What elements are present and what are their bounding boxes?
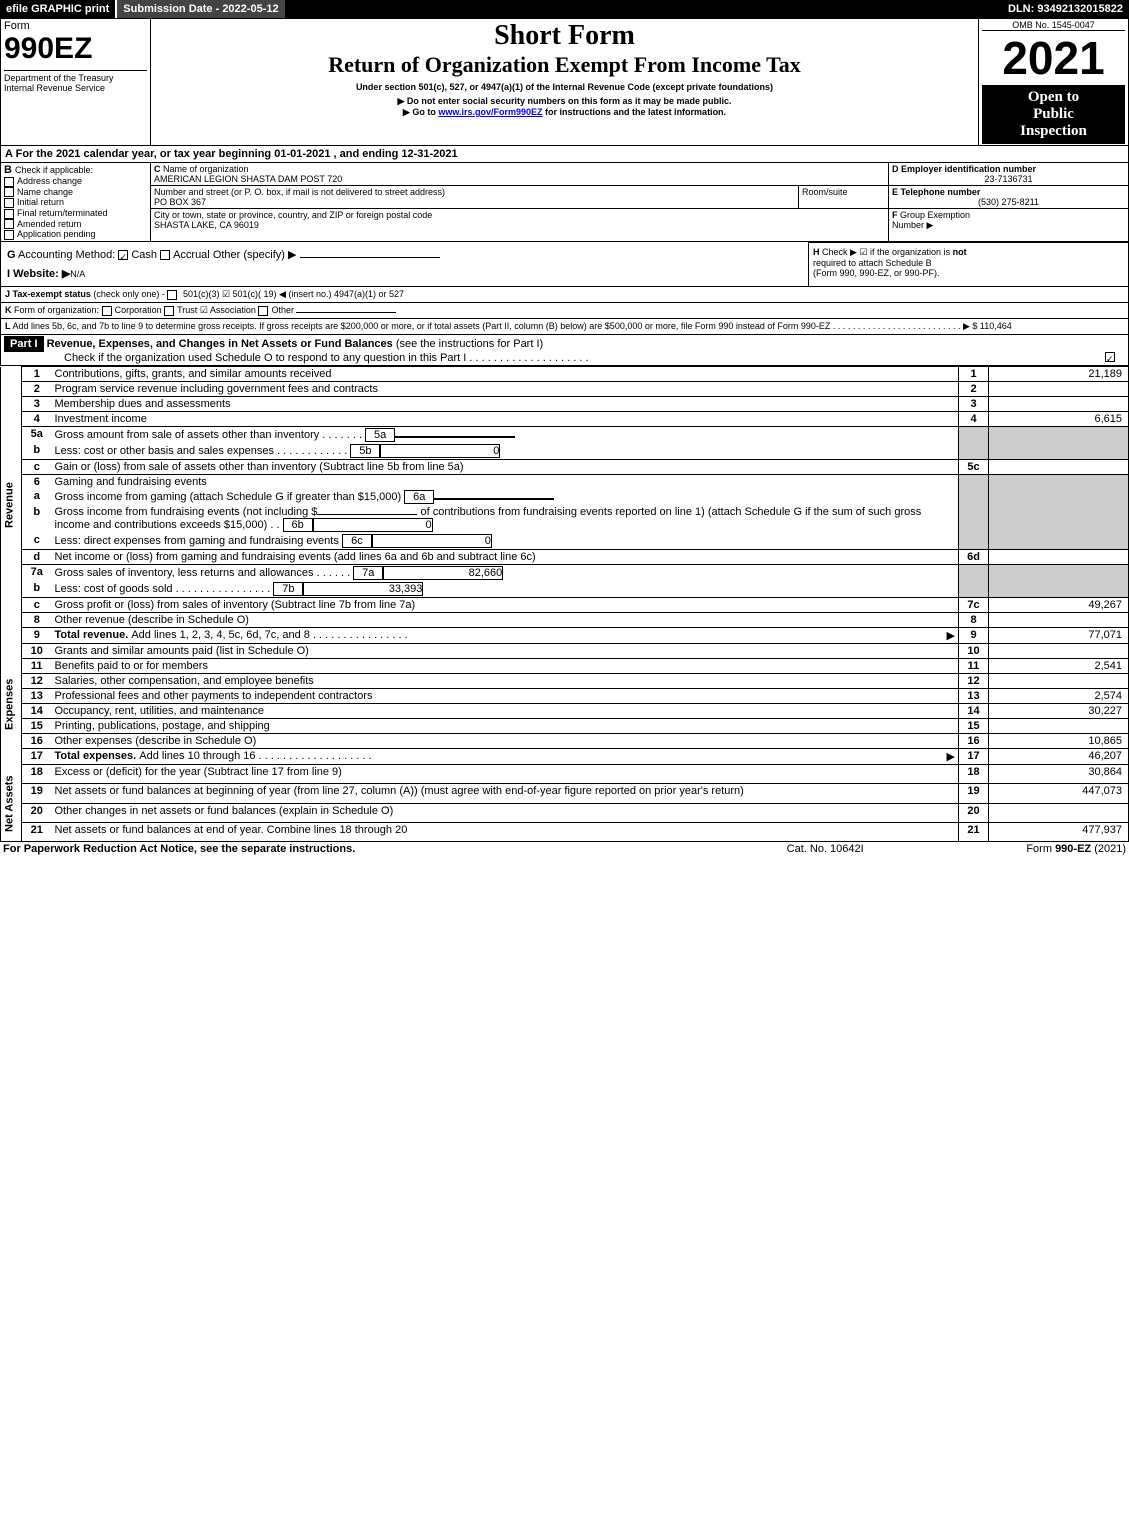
section-i: I Website: ▶N/A: [7, 267, 802, 280]
form-header: Form 990EZ Department of the Treasury In…: [0, 18, 1129, 146]
addr-val: PO BOX 367: [154, 197, 795, 207]
form-ref: Form 990-EZ (2021): [911, 842, 1129, 856]
entity-section: B Check if applicable: Address change Na…: [0, 163, 1129, 242]
under-section: Under section 501(c), 527, or 4947(a)(1)…: [154, 82, 975, 92]
part1-label: Part I: [4, 336, 44, 352]
section-k: K Form of organization: Corporation Trus…: [0, 303, 1129, 319]
line-4-val: 6,615: [989, 412, 1129, 427]
financial-lines: Revenue 1Contributions, gifts, grants, a…: [0, 366, 1129, 842]
line-1-val: 21,189: [989, 367, 1129, 382]
chk-pending[interactable]: Application pending: [4, 229, 147, 240]
section-g: G Accounting Method: Cash Accrual Other …: [7, 248, 802, 261]
submission-date: Submission Date - 2022-05-12: [115, 0, 284, 18]
dept-treasury: Department of the Treasury: [4, 70, 147, 83]
tax-year: 2021: [982, 31, 1125, 85]
line-16-val: 10,865: [989, 734, 1129, 749]
irs-label: Internal Revenue Service: [4, 83, 147, 93]
chk-final-return[interactable]: Final return/terminated: [4, 208, 147, 219]
line-9-val: 77,071: [989, 628, 1129, 644]
section-j: J Tax-exempt status (check only one) - 5…: [0, 287, 1129, 303]
section-f2: Number ▶: [892, 220, 1125, 231]
section-e-label: E Telephone number: [892, 187, 1125, 197]
form-word: Form: [4, 20, 147, 32]
line-13-val: 2,574: [989, 689, 1129, 704]
omb-number: OMB No. 1545-0047: [982, 20, 1125, 31]
org-name: AMERICAN LEGION SHASTA DAM POST 720: [154, 174, 885, 184]
line-7c-val: 49,267: [989, 598, 1129, 613]
chk-cash[interactable]: [118, 250, 128, 260]
line-7b-val: 33,393: [303, 582, 423, 596]
irs-link[interactable]: www.irs.gov/Form990EZ: [438, 107, 542, 117]
short-form-title: Short Form: [154, 20, 975, 52]
cat-number: Cat. No. 10642I: [739, 842, 910, 856]
chk-address-change[interactable]: Address change: [4, 176, 147, 187]
line-11-val: 2,541: [989, 659, 1129, 674]
addr-label: Number and street (or P. O. box, if mail…: [154, 187, 795, 197]
line-17-val: 46,207: [989, 749, 1129, 765]
city-label: City or town, state or province, country…: [154, 210, 885, 220]
line-21-val: 477,937: [989, 822, 1129, 841]
line-14-val: 30,227: [989, 704, 1129, 719]
line-5b-val: 0: [380, 444, 500, 458]
main-title: Return of Organization Exempt From Incom…: [154, 52, 975, 78]
efile-label[interactable]: efile GRAPHIC print: [0, 0, 115, 18]
expenses-side-label: Expenses: [1, 644, 22, 765]
ssn-warning: ▶ Do not enter social security numbers o…: [154, 96, 975, 107]
footer: For Paperwork Reduction Act Notice, see …: [0, 842, 1129, 856]
section-f: F Group Exemption: [892, 210, 1125, 220]
chk-accrual[interactable]: [160, 250, 170, 260]
form-number: 990EZ: [4, 32, 147, 66]
section-c-label: C Name of organization: [154, 164, 885, 174]
ein: 23-7136731: [892, 174, 1125, 184]
chk-schedule-o[interactable]: [1105, 352, 1115, 362]
accounting-section: G Accounting Method: Cash Accrual Other …: [0, 242, 1129, 288]
line-7a-val: 82,660: [383, 566, 503, 580]
chk-initial-return[interactable]: Initial return: [4, 197, 147, 208]
line-6c-val: 0: [372, 534, 492, 548]
section-h: H Check ▶ ☑ if the organization is not: [813, 247, 1124, 258]
revenue-side-label: Revenue: [1, 367, 22, 644]
dln: DLN: 93492132015822: [1002, 0, 1129, 18]
line-18-val: 30,864: [989, 765, 1129, 784]
line-6b-val: 0: [313, 518, 433, 532]
chk-name-change[interactable]: Name change: [4, 187, 147, 198]
goto-line: ▶ Go to www.irs.gov/Form990EZ for instru…: [154, 107, 975, 118]
inspection-box: Open to Public Inspection: [982, 85, 1125, 144]
room-label: Room/suite: [799, 186, 889, 209]
phone: (530) 275-8211: [892, 197, 1125, 207]
top-bar: efile GRAPHIC print Submission Date - 20…: [0, 0, 1129, 18]
paperwork-notice: For Paperwork Reduction Act Notice, see …: [0, 842, 739, 856]
section-l: L Add lines 5b, 6c, and 7b to line 9 to …: [0, 319, 1129, 335]
line-19-val: 447,073: [989, 784, 1129, 803]
part1-header: Part I Revenue, Expenses, and Changes in…: [0, 335, 1129, 366]
chk-amended[interactable]: Amended return: [4, 219, 147, 230]
netassets-side-label: Net Assets: [1, 765, 22, 842]
section-a-period: A For the 2021 calendar year, or tax yea…: [0, 146, 1129, 163]
section-b: B Check if applicable:: [4, 164, 147, 176]
section-d-label: D Employer identification number: [892, 164, 1125, 174]
city-val: SHASTA LAKE, CA 96019: [154, 220, 885, 230]
